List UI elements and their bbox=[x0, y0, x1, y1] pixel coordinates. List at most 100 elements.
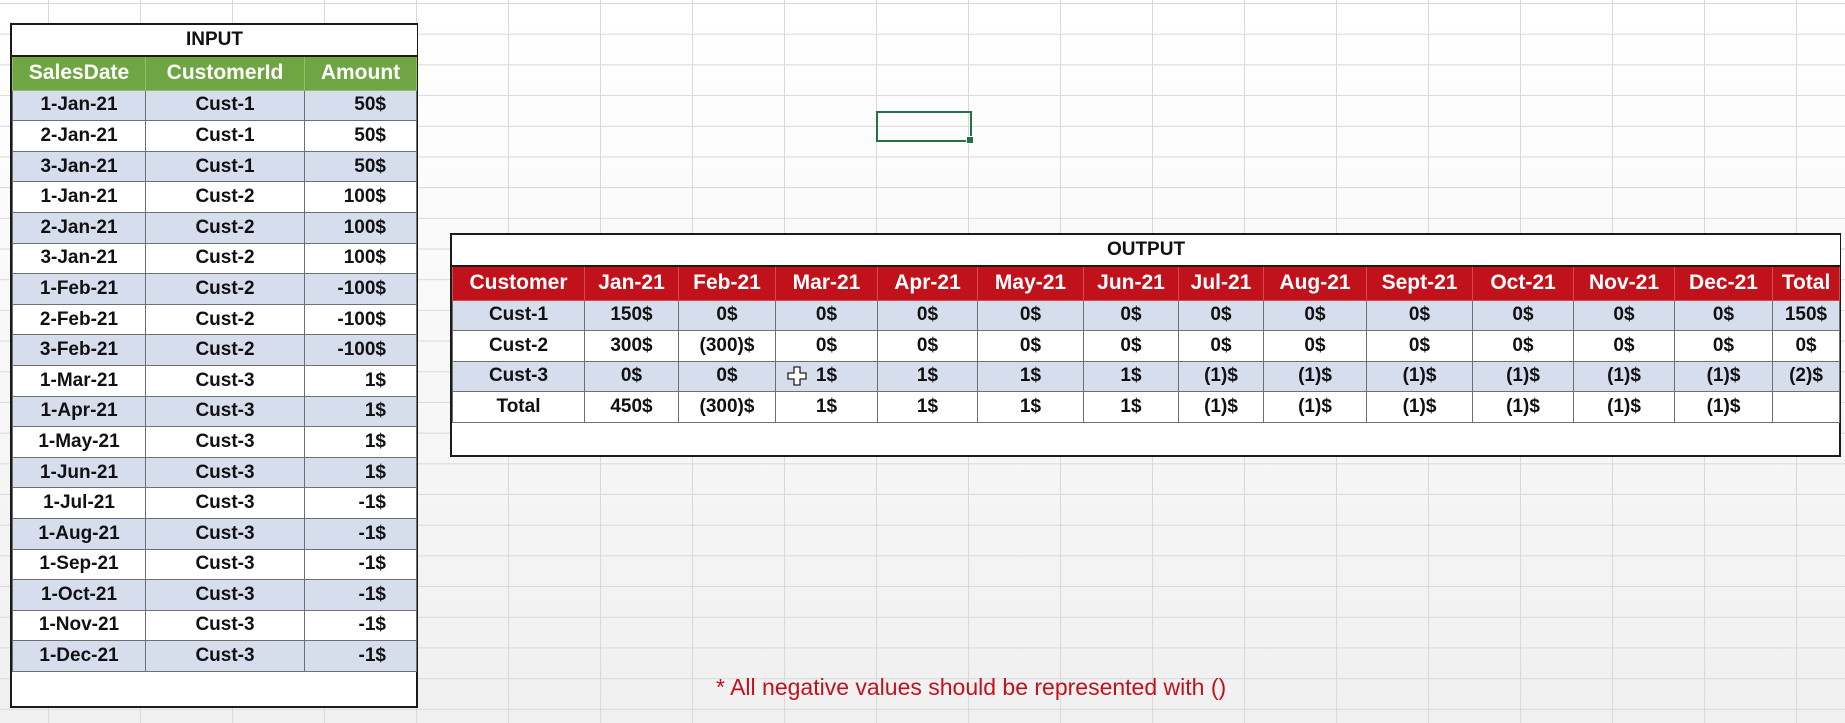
input-cell[interactable]: 50$ bbox=[304, 89, 417, 122]
output-cell[interactable]: Total bbox=[452, 391, 585, 423]
input-title[interactable]: INPUT bbox=[12, 25, 417, 57]
input-cell[interactable]: 50$ bbox=[304, 120, 417, 152]
input-cell[interactable]: 1-Apr-21 bbox=[12, 395, 146, 428]
input-header-cell[interactable]: Amount bbox=[304, 55, 417, 91]
input-cell[interactable]: 1-Sep-21 bbox=[12, 548, 146, 581]
input-header-cell[interactable]: CustomerId bbox=[145, 55, 305, 91]
output-cell[interactable]: (2)$ bbox=[1771, 360, 1841, 392]
input-cell[interactable]: 1-Jun-21 bbox=[12, 456, 146, 489]
input-cell[interactable]: 1-Oct-21 bbox=[12, 579, 146, 611]
input-cell[interactable]: 1-Jan-21 bbox=[12, 89, 146, 122]
output-cell[interactable]: 1$ bbox=[977, 360, 1084, 392]
output-cell[interactable]: 0$ bbox=[1472, 299, 1574, 331]
output-cell[interactable]: 1$ bbox=[775, 360, 878, 392]
output-header-cell[interactable]: Oct-21 bbox=[1472, 265, 1574, 301]
fill-handle[interactable] bbox=[966, 136, 974, 144]
input-cell[interactable]: Cust-2 bbox=[145, 211, 305, 244]
output-cell[interactable]: 0$ bbox=[1178, 299, 1264, 331]
input-cell[interactable]: 1$ bbox=[304, 395, 417, 428]
output-header-cell[interactable]: Total bbox=[1771, 265, 1841, 301]
input-cell[interactable]: 1-Dec-21 bbox=[12, 640, 146, 672]
output-cell[interactable] bbox=[1771, 391, 1841, 423]
output-cell[interactable]: 0$ bbox=[1263, 299, 1367, 331]
input-cell[interactable]: 1-Mar-21 bbox=[12, 364, 146, 397]
output-cell[interactable]: (1)$ bbox=[1366, 360, 1473, 392]
output-cell[interactable]: 450$ bbox=[584, 391, 679, 423]
output-cell[interactable]: 0$ bbox=[1178, 330, 1264, 362]
input-cell[interactable]: Cust-2 bbox=[145, 334, 305, 366]
output-cell[interactable]: 1$ bbox=[877, 360, 978, 392]
input-cell[interactable]: 1-Nov-21 bbox=[12, 609, 146, 642]
input-cell[interactable]: Cust-1 bbox=[145, 120, 305, 152]
input-cell[interactable]: Cust-2 bbox=[145, 303, 305, 336]
input-cell[interactable]: Cust-1 bbox=[145, 89, 305, 122]
input-cell[interactable]: 100$ bbox=[304, 211, 417, 244]
input-cell[interactable]: 1-Jan-21 bbox=[12, 181, 146, 213]
output-cell[interactable]: (1)$ bbox=[1472, 360, 1574, 392]
output-header-cell[interactable]: Feb-21 bbox=[678, 265, 776, 301]
selected-cell[interactable] bbox=[876, 111, 974, 144]
output-cell[interactable]: 0$ bbox=[1674, 299, 1773, 331]
output-cell[interactable]: 0$ bbox=[1083, 299, 1179, 331]
input-cell[interactable]: 1-Feb-21 bbox=[12, 273, 146, 305]
output-header-cell[interactable]: Sept-21 bbox=[1366, 265, 1473, 301]
output-cell[interactable]: 150$ bbox=[584, 299, 679, 331]
input-cell[interactable]: 2-Jan-21 bbox=[12, 120, 146, 152]
output-cell[interactable]: Cust-3 bbox=[452, 360, 585, 392]
input-cell[interactable]: 2-Feb-21 bbox=[12, 303, 146, 336]
output-cell[interactable]: 0$ bbox=[584, 360, 679, 392]
output-cell[interactable]: (1)$ bbox=[1178, 360, 1264, 392]
input-cell[interactable]: 50$ bbox=[304, 150, 417, 183]
input-cell[interactable]: 100$ bbox=[304, 242, 417, 275]
input-cell[interactable]: -1$ bbox=[304, 579, 417, 611]
input-cell[interactable]: Cust-3 bbox=[145, 487, 305, 519]
output-cell[interactable]: Cust-1 bbox=[452, 299, 585, 331]
input-cell[interactable]: 1-Jul-21 bbox=[12, 487, 146, 519]
output-cell[interactable]: 0$ bbox=[977, 299, 1084, 331]
output-cell[interactable]: (1)$ bbox=[1263, 391, 1367, 423]
output-cell[interactable]: (1)$ bbox=[1573, 391, 1675, 423]
input-cell[interactable]: 1$ bbox=[304, 456, 417, 489]
input-cell[interactable]: 100$ bbox=[304, 181, 417, 213]
output-header-cell[interactable]: May-21 bbox=[977, 265, 1084, 301]
input-cell[interactable]: -100$ bbox=[304, 334, 417, 366]
output-header-cell[interactable]: Mar-21 bbox=[775, 265, 878, 301]
input-cell[interactable]: Cust-2 bbox=[145, 242, 305, 275]
input-header-cell[interactable]: SalesDate bbox=[12, 55, 146, 91]
output-cell[interactable]: (1)$ bbox=[1674, 360, 1773, 392]
input-cell[interactable]: Cust-3 bbox=[145, 517, 305, 550]
input-cell[interactable]: Cust-3 bbox=[145, 395, 305, 428]
output-cell[interactable]: 0$ bbox=[877, 330, 978, 362]
output-cell[interactable]: Cust-2 bbox=[452, 330, 585, 362]
output-cell[interactable]: 0$ bbox=[1674, 330, 1773, 362]
output-cell[interactable]: (300)$ bbox=[678, 391, 776, 423]
input-cell[interactable]: Cust-3 bbox=[145, 364, 305, 397]
output-cell[interactable]: 0$ bbox=[1366, 299, 1473, 331]
output-cell[interactable]: 0$ bbox=[775, 330, 878, 362]
output-cell[interactable]: 0$ bbox=[1472, 330, 1574, 362]
output-cell[interactable]: 0$ bbox=[1573, 299, 1675, 331]
output-cell[interactable]: 150$ bbox=[1771, 299, 1841, 331]
output-cell[interactable]: (1)$ bbox=[1674, 391, 1773, 423]
input-cell[interactable]: -1$ bbox=[304, 517, 417, 550]
output-cell[interactable]: 1$ bbox=[977, 391, 1084, 423]
output-cell[interactable]: 0$ bbox=[977, 330, 1084, 362]
output-cell[interactable]: 1$ bbox=[1083, 360, 1179, 392]
output-cell[interactable]: 0$ bbox=[1771, 330, 1841, 362]
input-cell[interactable]: 1-May-21 bbox=[12, 426, 146, 458]
output-header-cell[interactable]: Aug-21 bbox=[1263, 265, 1367, 301]
input-cell[interactable]: Cust-3 bbox=[145, 548, 305, 581]
input-cell[interactable]: -1$ bbox=[304, 487, 417, 519]
output-cell[interactable]: 0$ bbox=[877, 299, 978, 331]
output-cell[interactable]: 0$ bbox=[1263, 330, 1367, 362]
input-cell[interactable]: Cust-2 bbox=[145, 273, 305, 305]
input-cell[interactable]: 1-Aug-21 bbox=[12, 517, 146, 550]
output-cell[interactable]: 300$ bbox=[584, 330, 679, 362]
input-cell[interactable]: -1$ bbox=[304, 640, 417, 672]
input-cell[interactable]: 1$ bbox=[304, 364, 417, 397]
output-cell[interactable]: 0$ bbox=[678, 360, 776, 392]
input-cell[interactable]: Cust-3 bbox=[145, 609, 305, 642]
output-cell[interactable]: 0$ bbox=[775, 299, 878, 331]
output-cell[interactable]: 1$ bbox=[775, 391, 878, 423]
input-cell[interactable]: 3-Feb-21 bbox=[12, 334, 146, 366]
